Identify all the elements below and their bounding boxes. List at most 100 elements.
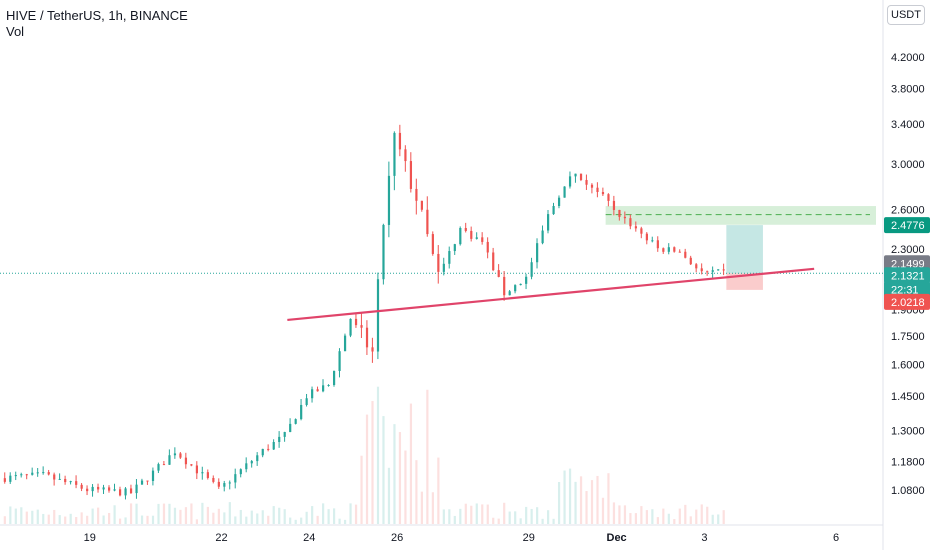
- candle-body: [86, 488, 89, 492]
- candle-body: [234, 474, 237, 483]
- candle-body: [343, 335, 347, 352]
- candle-body: [140, 480, 144, 485]
- candle-body: [311, 389, 314, 399]
- volume-bar: [195, 519, 199, 524]
- volume-bar: [267, 515, 270, 524]
- candle-body: [53, 474, 56, 480]
- volume-bar: [97, 507, 100, 524]
- volume-bar: [278, 507, 281, 524]
- candle-body: [223, 483, 226, 487]
- candle-body: [459, 228, 462, 245]
- volume-bar: [108, 512, 111, 524]
- candle-body: [711, 270, 714, 272]
- price-tag-stop: 2.0218: [891, 297, 925, 309]
- candle-body: [557, 197, 561, 207]
- candle-body: [376, 279, 380, 352]
- volume-bar: [42, 513, 45, 524]
- candle-body: [673, 247, 676, 252]
- time-tick-label: 24: [303, 532, 315, 544]
- volume-bar: [514, 511, 517, 524]
- volume-bar: [58, 515, 61, 524]
- candle-body: [300, 404, 303, 420]
- time-tick-label: 29: [523, 532, 535, 544]
- candle-body: [190, 464, 193, 466]
- candle-body: [113, 489, 116, 491]
- volume-bar: [239, 509, 242, 524]
- candle-body: [217, 481, 220, 487]
- volume-bar: [398, 432, 402, 524]
- candle-body: [151, 470, 155, 481]
- candle-body: [525, 276, 528, 284]
- price-tick-label: 1.0800: [891, 485, 925, 497]
- candle-body: [91, 486, 94, 492]
- volume-bar: [179, 509, 182, 524]
- currency-button[interactable]: USDT: [887, 5, 925, 25]
- volume-bar: [91, 508, 94, 524]
- volume-bar: [217, 508, 220, 524]
- candle-body: [464, 228, 467, 231]
- candle-body: [239, 469, 242, 475]
- candle-body: [14, 475, 17, 477]
- time-axis[interactable]: 19 22 24 26 29 Dec 3 6: [84, 532, 839, 544]
- candles: [3, 124, 725, 500]
- candle-body: [420, 200, 423, 210]
- volume-bar: [568, 468, 572, 524]
- chart-title: HIVE / TetherUS, 1h, BINANCE: [6, 8, 188, 23]
- candle-body: [519, 283, 522, 286]
- volume-bar: [552, 518, 555, 524]
- volume-bar: [640, 506, 643, 524]
- candle-body: [717, 269, 720, 271]
- volume-bar: [590, 480, 594, 524]
- candle-body: [245, 463, 248, 470]
- candle-body: [179, 453, 182, 458]
- volume-bar: [673, 519, 676, 524]
- volume-bar: [464, 503, 467, 524]
- price-tick-label: 1.7500: [891, 331, 925, 343]
- volume-bar: [678, 508, 681, 524]
- volume-bar: [245, 516, 248, 524]
- volume-bar: [212, 512, 215, 524]
- volume-bar: [316, 515, 319, 524]
- volume-bar: [634, 513, 638, 524]
- volume-bar: [541, 518, 544, 524]
- candle-body: [596, 187, 599, 193]
- candle-body: [108, 487, 111, 491]
- candle-body: [667, 247, 670, 252]
- volume-bar: [256, 513, 259, 524]
- candle-body: [3, 478, 6, 482]
- volume-bar: [343, 519, 347, 524]
- candle-body: [404, 149, 407, 162]
- candle-body: [283, 431, 286, 437]
- volume-bar: [409, 403, 413, 524]
- volume-bar: [25, 511, 28, 524]
- candle-body: [431, 234, 434, 254]
- candle-body: [20, 474, 23, 476]
- candle-body: [695, 264, 698, 269]
- volume-bar: [574, 481, 577, 524]
- volume-bar: [695, 509, 698, 524]
- volume-bar: [448, 509, 451, 524]
- candle-body: [651, 240, 654, 242]
- price-tick-label: 2.3000: [891, 244, 925, 256]
- volume-bar: [706, 506, 709, 524]
- candle-body: [250, 461, 253, 464]
- candle-body: [129, 488, 133, 494]
- volume-bar: [80, 512, 83, 524]
- profit-box: [726, 225, 763, 274]
- volume-bar: [234, 516, 237, 524]
- price-tick-label: 1.3000: [891, 426, 925, 438]
- candle-body: [700, 268, 703, 272]
- time-tick-label: 3: [701, 532, 707, 544]
- trendline-layer[interactable]: [287, 267, 815, 322]
- volume-bar: [151, 515, 155, 524]
- candle-body: [80, 484, 83, 489]
- candle-body: [278, 436, 281, 443]
- volume-bar: [289, 517, 292, 524]
- candle-body: [678, 251, 681, 253]
- volume-bar: [547, 510, 550, 524]
- candle-body: [437, 253, 440, 272]
- volume-bar: [140, 515, 144, 524]
- volume-bar: [371, 401, 374, 524]
